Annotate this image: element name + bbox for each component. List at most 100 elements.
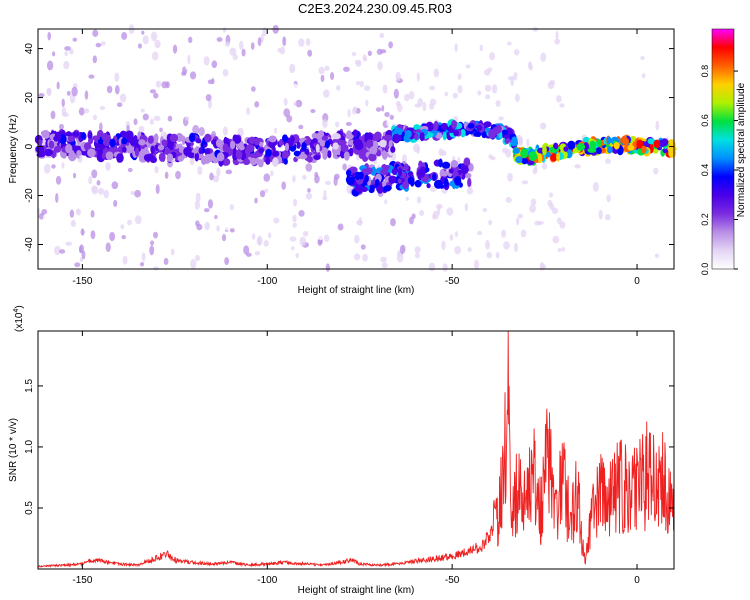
heatmap-cell	[362, 253, 368, 262]
heatmap-cell	[91, 185, 99, 195]
heatmap-cell	[61, 162, 65, 169]
heatmap-cell	[513, 242, 519, 253]
heatmap-cell	[90, 230, 96, 240]
heatmap-cell	[46, 60, 54, 71]
heatmap-cell	[63, 60, 70, 70]
heatmap-cell	[370, 166, 377, 176]
heatmap-cell	[482, 207, 488, 213]
heatmap-cell	[229, 228, 235, 233]
heatmap-cell	[379, 32, 385, 39]
heatmap-cell	[343, 66, 350, 72]
heatmap-cell	[404, 130, 412, 138]
heatmap-cell	[58, 123, 64, 130]
heatmap-cell	[177, 155, 185, 162]
heatmap-cell	[405, 196, 409, 201]
heatmap-cell	[61, 151, 67, 159]
heatmap-cell	[352, 107, 357, 115]
heatmap-cell	[381, 149, 388, 160]
heatmap-cell	[111, 181, 119, 190]
heatmap-cell	[113, 199, 118, 207]
heatmap-cell	[526, 138, 530, 148]
heatmap-cell	[283, 158, 288, 165]
spectrogram-x-axis-label: Height of straight line (km)	[298, 285, 415, 296]
heatmap-cell	[178, 93, 183, 100]
heatmap-cell	[442, 263, 448, 272]
heatmap-cell	[310, 108, 316, 114]
heatmap-cell	[38, 92, 45, 98]
heatmap-cell	[446, 207, 454, 216]
heatmap-cell	[37, 207, 41, 216]
heatmap-cell	[346, 176, 355, 186]
heatmap-cell	[194, 200, 200, 210]
y-tick-label: -40	[24, 237, 35, 252]
heatmap-cell	[150, 240, 155, 246]
x-tick-label: -100	[257, 575, 277, 586]
heatmap-cell	[307, 49, 313, 57]
heatmap-cell	[355, 81, 361, 86]
heatmap-cell	[338, 139, 347, 146]
heatmap-cell	[203, 208, 210, 213]
heatmap-cell	[246, 252, 252, 257]
heatmap-cell	[293, 101, 297, 107]
heatmap-cell	[189, 71, 197, 80]
heatmap-cell	[216, 225, 220, 232]
heatmap-cell	[264, 188, 269, 193]
heatmap-cell	[414, 133, 419, 141]
heatmap-cell	[138, 139, 146, 146]
heatmap-cell	[410, 204, 418, 212]
heatmap-cell	[225, 169, 233, 175]
heatmap-cell	[342, 163, 347, 171]
colorbar-ticks: 0.0 0.2 0.4 0.6 0.8	[700, 65, 738, 275]
heatmap-cell	[196, 223, 203, 231]
heatmap-cell	[340, 144, 349, 153]
heatmap-cell	[278, 54, 284, 63]
heatmap-cell	[554, 38, 561, 45]
heatmap-cell	[412, 143, 420, 153]
snr-y-ticks: 0.5 1.0 1.5	[24, 379, 674, 515]
heatmap-cell	[203, 56, 210, 66]
heatmap-cell	[105, 242, 111, 253]
heatmap-cell	[324, 65, 330, 71]
heatmap-cell	[260, 33, 264, 43]
heatmap-cell	[432, 213, 436, 220]
heatmap-cell	[258, 147, 264, 154]
heatmap-cell	[352, 129, 359, 138]
heatmap-cell	[229, 204, 235, 211]
heatmap-cell	[440, 171, 449, 177]
heatmap-cell	[306, 156, 313, 163]
heatmap-cell	[50, 110, 56, 120]
heatmap-cell	[44, 148, 53, 157]
x-tick-label: -50	[445, 276, 460, 287]
heatmap-cell	[506, 41, 512, 46]
heatmap-cell	[43, 163, 51, 174]
heatmap-cell	[65, 241, 73, 246]
heatmap-cell	[302, 230, 309, 237]
heatmap-cell	[576, 143, 586, 151]
heatmap-cell	[221, 158, 231, 166]
heatmap-cell	[187, 54, 191, 65]
heatmap-cell	[354, 234, 360, 244]
heatmap-cell	[563, 146, 569, 152]
colorbar-tick-label: 0.2	[700, 213, 710, 226]
heatmap-cell	[265, 157, 271, 165]
heatmap-cell	[183, 158, 190, 165]
heatmap-cell	[477, 230, 483, 236]
heatmap-cell	[483, 69, 491, 76]
heatmap-cell	[190, 258, 197, 269]
heatmap-cell	[243, 245, 250, 255]
heatmap-cell	[46, 87, 52, 97]
heatmap-cell	[329, 71, 335, 81]
heatmap-cell	[299, 236, 307, 247]
heatmap-cell	[184, 116, 190, 121]
heatmap-cell	[216, 152, 225, 162]
heatmap-cell	[317, 232, 324, 241]
heatmap-cell	[286, 115, 293, 123]
heatmap-cell	[348, 147, 354, 157]
heatmap-cell	[453, 176, 462, 186]
heatmap-cell	[36, 152, 46, 158]
heatmap-cell	[438, 158, 443, 168]
heatmap-cell	[181, 71, 187, 76]
heatmap-cell	[386, 119, 391, 127]
heatmap-cell	[192, 148, 199, 154]
heatmap-cell	[503, 241, 510, 250]
